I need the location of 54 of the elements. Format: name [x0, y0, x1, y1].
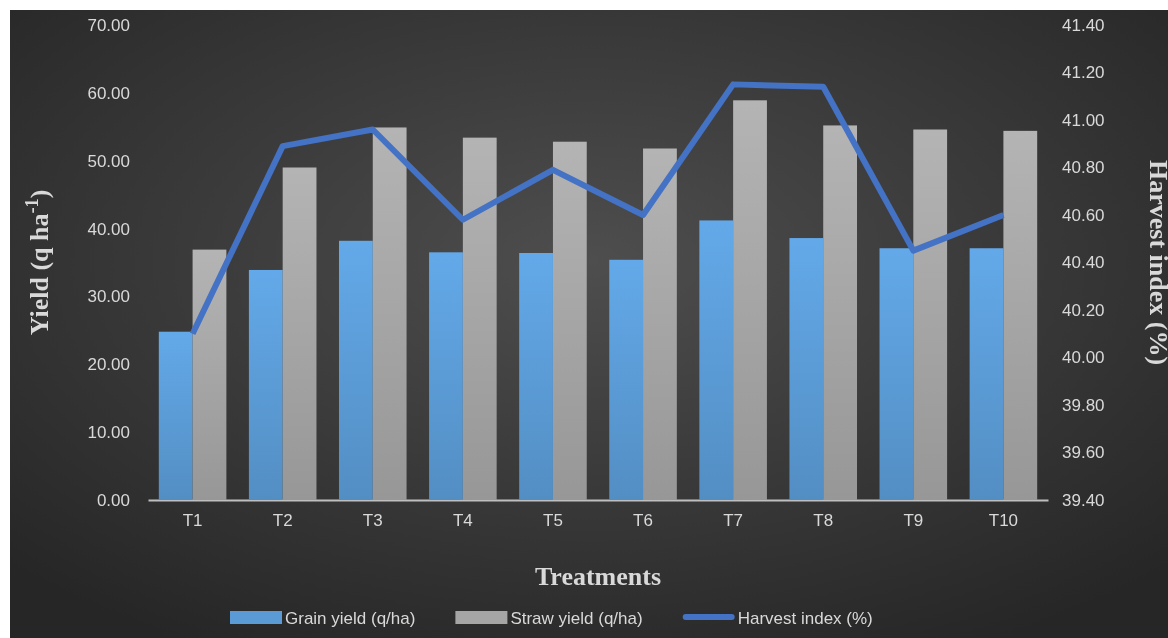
y2-tick-label: 40.00	[1062, 348, 1105, 368]
bar	[969, 248, 1004, 500]
legend-label: Harvest index (%)	[737, 609, 873, 628]
x-tick-label: T1	[182, 511, 203, 531]
x-tick-label: T7	[723, 511, 744, 531]
bar	[609, 259, 644, 500]
bar	[429, 252, 463, 500]
bar	[372, 127, 407, 500]
y2-tick-label: 41.40	[1062, 15, 1105, 35]
x-tick-label: T8	[813, 511, 834, 531]
y-tick-label: 0.00	[96, 490, 130, 510]
bar	[643, 148, 677, 500]
x-tick-label: T5	[543, 511, 563, 531]
y-tick-label: 40.00	[87, 219, 130, 239]
y-tick-label: 70.00	[87, 15, 130, 35]
bar	[789, 238, 824, 500]
y-tick-label: 50.00	[87, 151, 130, 171]
y2-tick-label: 40.20	[1062, 300, 1105, 320]
y2-tick-label: 41.20	[1062, 63, 1105, 83]
x-tick-label: T9	[903, 511, 924, 531]
legend-label: Grain yield (q/ha)	[285, 609, 416, 628]
y2-tick-label: 40.40	[1062, 253, 1105, 273]
bar	[248, 269, 283, 500]
bar	[282, 167, 317, 500]
y-tick-label: 60.00	[87, 83, 130, 103]
bar	[879, 248, 914, 500]
x-tick-label: T2	[272, 511, 293, 531]
x-tick-label: T10	[988, 511, 1019, 531]
bar	[913, 129, 948, 500]
x-tick-label: T3	[362, 511, 383, 531]
bar	[823, 125, 858, 500]
y-tick-label: 20.00	[87, 355, 130, 375]
bar	[552, 141, 587, 500]
y2-tick-label: 40.60	[1062, 205, 1105, 225]
x-tick-label: T6	[633, 511, 653, 531]
y2-tick-label: 40.80	[1062, 158, 1105, 178]
x-tick-label: T4	[452, 511, 473, 531]
y2-tick-label: 39.60	[1062, 443, 1105, 463]
y2-axis-title: Harvest index (%)	[1144, 159, 1168, 366]
y-tick-label: 30.00	[87, 287, 130, 307]
legend-label: Straw yield (q/ha)	[510, 609, 643, 628]
bar	[338, 240, 373, 500]
y2-tick-label: 39.80	[1062, 395, 1105, 415]
x-axis-title: Treatments	[534, 562, 662, 591]
bar	[158, 331, 193, 500]
y2-tick-label: 39.40	[1062, 490, 1105, 510]
y-tick-label: 10.00	[87, 423, 130, 443]
bar	[733, 100, 767, 500]
bar	[462, 137, 497, 500]
bar	[519, 253, 553, 500]
bar	[192, 249, 227, 500]
bar	[699, 220, 734, 500]
y2-tick-label: 41.00	[1062, 110, 1105, 130]
bar	[1003, 130, 1038, 500]
